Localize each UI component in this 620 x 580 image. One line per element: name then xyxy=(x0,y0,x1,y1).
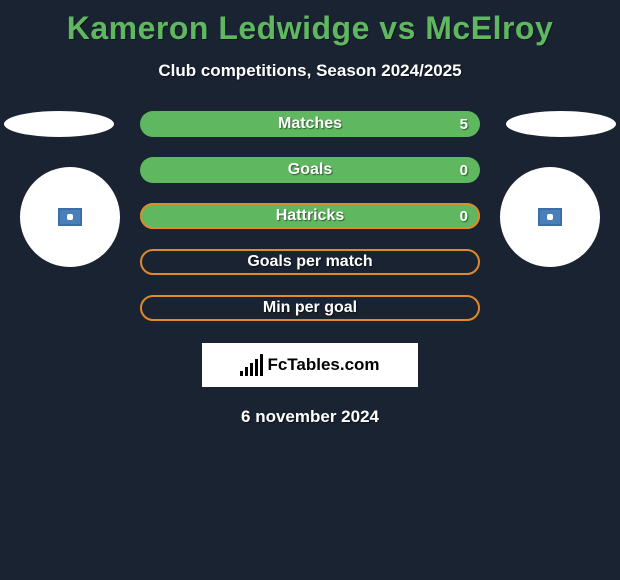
stat-label: Matches xyxy=(278,115,342,133)
logo-bars-icon xyxy=(240,354,263,376)
logo-bar xyxy=(245,367,248,376)
stat-label: Min per goal xyxy=(263,299,357,317)
stat-label: Hattricks xyxy=(276,207,344,225)
left-shadow-ellipse xyxy=(4,111,114,137)
stat-bars: Matches 5 Goals 0 Hattricks 0 Goals per match M… xyxy=(140,111,480,321)
stat-label: Goals per match xyxy=(247,253,372,271)
stat-row: Hattricks 0 xyxy=(140,203,480,229)
player-left-avatar xyxy=(20,167,120,267)
player-right-avatar xyxy=(500,167,600,267)
logo-bar xyxy=(250,363,253,376)
fctables-logo: FcTables.com xyxy=(202,343,418,387)
subtitle: Club competitions, Season 2024/2025 xyxy=(0,61,620,81)
stat-row: Goals 0 xyxy=(140,157,480,183)
stat-value-right: 5 xyxy=(460,116,468,133)
page-title: Kameron Ledwidge vs McElroy xyxy=(0,0,620,47)
logo-bar xyxy=(240,371,243,376)
stat-row: Min per goal xyxy=(140,295,480,321)
logo-bar xyxy=(260,354,263,376)
stat-label: Goals xyxy=(288,161,332,179)
date-text: 6 november 2024 xyxy=(0,407,620,427)
stat-value-right: 0 xyxy=(460,208,468,225)
placeholder-icon xyxy=(538,208,562,226)
placeholder-icon xyxy=(58,208,82,226)
stat-row: Goals per match xyxy=(140,249,480,275)
logo-bar xyxy=(255,359,258,376)
logo-text: FcTables.com xyxy=(267,355,379,375)
stat-row: Matches 5 xyxy=(140,111,480,137)
right-shadow-ellipse xyxy=(506,111,616,137)
stat-value-right: 0 xyxy=(460,162,468,179)
comparison-area: Matches 5 Goals 0 Hattricks 0 Goals per match M… xyxy=(0,111,620,427)
